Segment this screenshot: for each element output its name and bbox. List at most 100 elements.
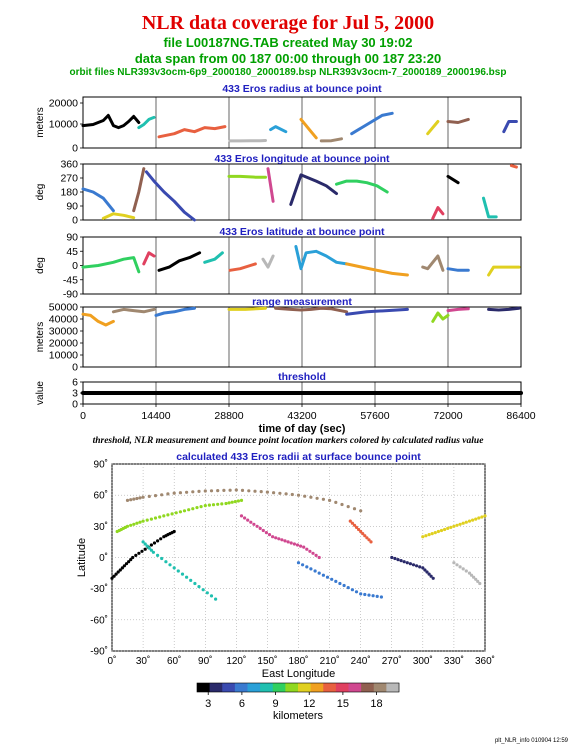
map-data-point (427, 533, 431, 537)
map-data-point (296, 561, 301, 565)
map-data-point (125, 524, 130, 528)
y-axis-label: meters (35, 322, 46, 353)
colorbar-tick-label: 18 (370, 698, 382, 710)
map-data-point (265, 490, 269, 494)
main-title: NLR data coverage for Jul 5, 2000 (141, 12, 435, 34)
map-data-point (309, 495, 313, 499)
map-data-point (151, 550, 155, 554)
x-tick-label: 28800 (214, 410, 243, 422)
map-data-point (239, 514, 244, 518)
data-series-line (142, 251, 156, 266)
map-data-point (253, 489, 257, 493)
colorbar-swatch (260, 683, 274, 692)
colorbar-swatch (373, 683, 387, 692)
y-tick-label: 10000 (49, 119, 78, 131)
map-data-point (230, 500, 234, 504)
map-data-point (141, 540, 145, 544)
map-data-point (178, 491, 182, 495)
data-series-line (269, 125, 288, 134)
map-x-tick-label: 150˚ (257, 655, 277, 667)
y-tick-label: 40000 (49, 314, 78, 326)
map-data-point (267, 533, 272, 537)
map-x-tick-label: 180˚ (288, 655, 308, 667)
map-data-point (408, 562, 412, 566)
data-series-line (132, 167, 146, 213)
map-data-point (228, 488, 232, 492)
data-series-line (350, 111, 394, 136)
map-y-tick-label: -30˚ (90, 583, 108, 595)
panel-5: threshold 630 value 0 14400 28800 43200 57600 72… (35, 371, 536, 435)
map-data-point (277, 537, 281, 541)
map-data-point (286, 540, 290, 544)
map-data-point (185, 490, 189, 494)
map-data-point (471, 518, 475, 522)
map-data-point (166, 492, 170, 496)
colorbar-swatch (348, 683, 362, 692)
x-tick-label: 14400 (141, 410, 170, 422)
map-data-point (439, 528, 444, 533)
map-data-point (334, 579, 338, 584)
figure-caption: threshold, NLR measurement and bounce po… (92, 436, 484, 446)
panel-title: 433 Eros latitude at bounce point (219, 226, 385, 238)
data-series-line (446, 267, 470, 272)
x-tick-label: 57600 (360, 410, 389, 422)
map-data-point (203, 489, 207, 493)
file-line: file L00187NG.TAB created May 30 19:02 (163, 35, 413, 50)
map-data-point (153, 516, 158, 520)
map-data-point (363, 534, 367, 538)
map-data-point (369, 540, 373, 544)
panel-1: 433 Eros radius at bounce point 20000 1000… (35, 83, 522, 155)
data-series-line (157, 125, 227, 139)
map-data-point (283, 539, 287, 543)
data-span-line: data span from 00 187 00:00 through 00 1… (134, 51, 442, 66)
map-data-point (141, 519, 145, 523)
colorbar-swatch (298, 683, 312, 692)
data-series-line (154, 306, 196, 317)
y-tick-label: -90 (63, 289, 78, 301)
map-data-point (430, 532, 434, 536)
map-data-point (476, 579, 480, 584)
map-x-tick-label: 90˚ (198, 655, 212, 667)
map-data-point (197, 489, 201, 493)
map-data-point (354, 590, 359, 594)
colorbar-tick-label: 6 (239, 698, 245, 710)
map-data-point (164, 560, 168, 564)
y-tick-label: 3 (72, 388, 78, 400)
map-data-point (367, 538, 371, 542)
data-series-line (203, 251, 224, 264)
panel-title: range measurement (252, 296, 352, 308)
map-data-point (116, 570, 120, 574)
y-tick-label: 6 (72, 377, 78, 389)
map-data-point (131, 555, 135, 560)
map-data-point (138, 520, 142, 524)
y-tick-label: 270 (60, 173, 78, 185)
map-data-point (170, 512, 174, 516)
map-data-point (224, 501, 228, 506)
map-title: calculated 433 Eros radii at surface bou… (176, 451, 421, 463)
map-data-point (317, 571, 321, 575)
y-tick-label: 20000 (49, 98, 78, 110)
map-x-tick-label: 60˚ (167, 655, 181, 667)
panel-title: threshold (278, 371, 326, 383)
y-tick-label: 90 (66, 201, 78, 213)
map-data-point (446, 526, 450, 531)
x-tick-label: 86400 (506, 410, 535, 422)
map-data-point (458, 565, 462, 569)
map-data-point (325, 575, 330, 579)
map-panel: calculated 433 Eros radii at surface bou… (76, 451, 495, 680)
map-data-point (176, 569, 180, 573)
map-data-point (220, 502, 224, 506)
map-data-point (247, 489, 251, 493)
map-data-point (427, 572, 431, 576)
map-data-point (396, 558, 400, 562)
map-data-point (112, 574, 116, 578)
map-data-point (209, 594, 214, 598)
map-data-point (467, 571, 472, 575)
map-data-point (352, 523, 357, 527)
map-data-point (455, 523, 459, 527)
x-axis-label: time of day (sec) (259, 423, 346, 435)
y-axis-label: value (35, 381, 46, 405)
panel-title: 433 Eros longitude at bounce point (214, 153, 390, 165)
map-data-point (411, 563, 416, 567)
colorbar-swatch (222, 683, 236, 692)
